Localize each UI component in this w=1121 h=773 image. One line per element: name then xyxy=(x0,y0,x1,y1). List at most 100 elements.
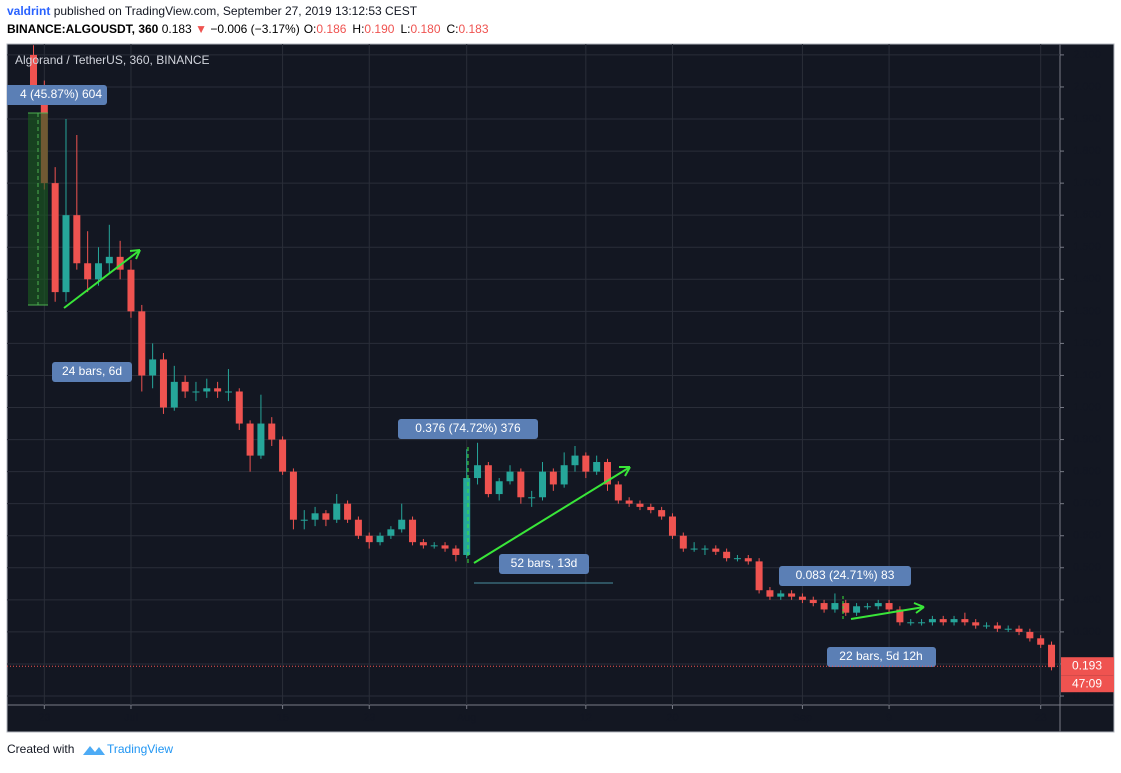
candle-body xyxy=(430,545,438,547)
arrow: ▼ xyxy=(195,22,207,36)
candle-body xyxy=(517,471,525,498)
candle-body xyxy=(896,609,904,623)
ohlc-value: 0.180 xyxy=(410,22,440,36)
candle-body xyxy=(170,381,178,408)
candle-body xyxy=(625,500,633,504)
x-tick-label: 12 xyxy=(580,712,592,724)
ohlc-label: C: xyxy=(447,22,459,36)
candle-body xyxy=(300,519,308,521)
candle-body xyxy=(463,478,471,555)
trend-arrow xyxy=(850,606,925,620)
candle-body xyxy=(690,548,698,550)
y-tick-label: 1.800 xyxy=(1073,145,1101,157)
candle-body xyxy=(733,558,741,560)
y-tick-label: 0.900 xyxy=(1073,433,1101,445)
x-tick-label: 23 xyxy=(363,712,375,724)
candle-body xyxy=(73,215,81,264)
trend-arrow xyxy=(473,466,631,564)
footer-brand[interactable]: TradingView xyxy=(107,742,173,756)
candle-body xyxy=(387,529,395,536)
candle-body xyxy=(30,54,37,87)
legend: Algorand / TetherUS, 360, BINANCE xyxy=(15,53,210,67)
candle-body xyxy=(1015,628,1023,632)
candle-body xyxy=(582,455,590,472)
candle-body xyxy=(289,471,297,520)
last-price-box xyxy=(1061,657,1114,676)
x-tick-label: Jul xyxy=(124,712,138,724)
candle-body xyxy=(777,593,785,597)
candle-body xyxy=(235,391,243,424)
candle-body xyxy=(831,603,839,610)
publisher: valdrint xyxy=(7,4,50,18)
last: 0.183 xyxy=(162,22,192,36)
annotation-box xyxy=(499,554,589,574)
annotation-box xyxy=(52,362,132,382)
candle-body xyxy=(376,535,384,543)
candle-body xyxy=(571,455,579,466)
candle-body xyxy=(62,215,70,293)
y-tick-label: 0.800 xyxy=(1073,466,1101,478)
arrow-head xyxy=(129,249,141,260)
header-line: valdrint published on TradingView.com, S… xyxy=(7,4,418,18)
y-tick-label: 0.500 xyxy=(1073,562,1101,574)
candle-body xyxy=(1004,628,1012,630)
candle-body xyxy=(539,471,547,498)
candle-body xyxy=(94,263,102,280)
annotation-box xyxy=(827,647,936,667)
candle-body xyxy=(723,551,731,559)
candle-body xyxy=(506,471,514,482)
candle-body xyxy=(820,603,828,610)
candle-body xyxy=(1026,631,1034,639)
candle-body xyxy=(257,423,265,456)
last-price-label: 0.193 xyxy=(1072,658,1102,672)
y-tick-label: 2.000 xyxy=(1073,81,1101,93)
x-tick-label: 23 xyxy=(38,712,50,724)
candle-body xyxy=(549,471,557,485)
candle-body xyxy=(755,561,763,591)
candle-body xyxy=(495,481,503,495)
x-tick-label: 15 xyxy=(276,712,288,724)
ohlc: O:0.186 H:0.190 L:0.180 C:0.183 xyxy=(304,22,489,36)
candle-body xyxy=(419,542,427,546)
candle-body xyxy=(788,593,796,597)
footer-text: Created with xyxy=(7,742,74,756)
candle-body xyxy=(452,548,460,555)
candle-body xyxy=(409,519,417,543)
candle-body xyxy=(766,590,774,597)
y-tick-label: 2.100 xyxy=(1073,49,1101,61)
candle-body xyxy=(928,619,936,623)
y-tick-label: 1.400 xyxy=(1073,273,1101,285)
annotation: 4 (45.87%) 604 xyxy=(20,87,102,101)
symbol: BINANCE:ALGOUSDT, 360 xyxy=(7,22,159,36)
y-tick-label: 1.500 xyxy=(1073,241,1101,253)
candle-body xyxy=(322,513,330,520)
candle-body xyxy=(398,519,406,530)
candle-body xyxy=(853,606,861,613)
candle-body xyxy=(192,391,200,393)
candle-body xyxy=(593,462,601,472)
annotation: 52 bars, 13d xyxy=(511,556,578,570)
candle-body xyxy=(701,548,709,550)
candle-body xyxy=(246,423,254,456)
candle-body xyxy=(983,625,991,627)
logo xyxy=(83,746,105,755)
arrow-head xyxy=(619,466,631,477)
candle-body xyxy=(961,619,969,623)
candle-body xyxy=(647,506,655,511)
candle-body xyxy=(614,484,622,501)
x-tick-label: Sep xyxy=(793,712,813,724)
candle-body xyxy=(116,256,124,270)
candle-body xyxy=(441,545,449,549)
y-tick-label: 0.600 xyxy=(1073,530,1101,542)
candle-body xyxy=(311,513,319,520)
candle-body xyxy=(603,462,611,485)
y-tick-label: 1.700 xyxy=(1073,177,1101,189)
candle-body xyxy=(863,606,871,608)
countdown-box xyxy=(1061,675,1114,693)
ohlc-label: O: xyxy=(304,22,317,36)
candle-body xyxy=(885,603,893,610)
ohlc-label: L: xyxy=(400,22,410,36)
drawings: 4 (45.87%) 604 xyxy=(7,85,925,620)
candle-body xyxy=(138,311,146,376)
